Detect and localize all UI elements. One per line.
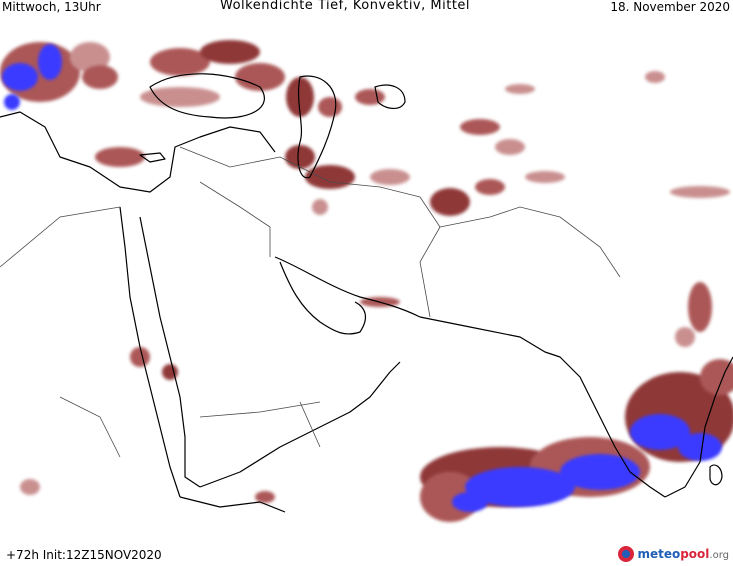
borders: [0, 146, 621, 458]
coastlines: [0, 73, 733, 513]
map-footer: +72h Init:12Z15NOV2020 meteopool.org: [0, 526, 733, 566]
cloud-layer: [0, 40, 733, 522]
init-run-label: +72h Init:12Z15NOV2020: [6, 548, 162, 562]
meteopool-logo[interactable]: meteopool.org: [618, 544, 729, 564]
meteopool-logo-icon: [618, 546, 635, 562]
cloud-density-map: [0, 17, 733, 526]
map-title: Wolkendichte Tief, Konvektiv, Mittel: [220, 0, 471, 13]
map-header: Mittwoch, 13Uhr Wolkendichte Tief, Konve…: [0, 0, 733, 18]
meteopool-logo-text: meteopool.org: [637, 547, 729, 561]
forecast-day-time: Mittwoch, 13Uhr: [2, 0, 101, 14]
convective-layer: [2, 44, 722, 512]
forecast-date: 18. November 2020: [610, 0, 730, 14]
